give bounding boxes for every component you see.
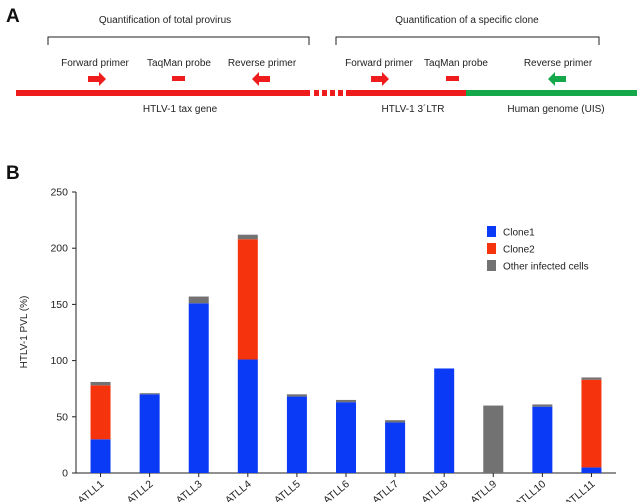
legend-label: Clone1 bbox=[503, 228, 535, 239]
tax-gene-label: HTLV-1 tax gene bbox=[143, 104, 218, 115]
x-tick-label: ATLL9 bbox=[468, 478, 499, 502]
right-forward-arrow-icon bbox=[371, 72, 389, 86]
ltr-label: HTLV-1 3´LTR bbox=[382, 103, 445, 115]
bar-segment-clone1 bbox=[237, 359, 258, 473]
x-tick-label: ATLL7 bbox=[370, 478, 401, 502]
left-reverse-arrow-icon bbox=[252, 72, 270, 86]
x-tick-label: ATLL8 bbox=[419, 478, 450, 502]
provirus-gap-dash bbox=[338, 90, 343, 96]
x-tick-label: ATLL2 bbox=[125, 478, 156, 502]
human-genome-line bbox=[466, 90, 637, 96]
bar-segment-clone2 bbox=[237, 239, 258, 360]
y-tick-label: 150 bbox=[50, 299, 68, 311]
legend: Clone1 Clone2 Other infected cells bbox=[487, 226, 589, 273]
x-tick-label: ATLL4 bbox=[223, 478, 254, 502]
x-tick-label: ATLL1 bbox=[76, 478, 107, 502]
left-taqman-probe-label: TaqMan probe bbox=[147, 58, 211, 69]
bar-segment-clone1 bbox=[139, 394, 160, 473]
left-probe-marker bbox=[172, 76, 185, 81]
legend-swatch bbox=[487, 260, 496, 271]
bar-segment-other-infected-cells bbox=[385, 420, 406, 423]
y-tick-label: 0 bbox=[62, 468, 68, 480]
x-tick-label: ATLL6 bbox=[321, 478, 352, 502]
bar-segment-other-infected-cells bbox=[336, 399, 356, 403]
right-reverse-primer-label: Reverse primer bbox=[524, 58, 593, 69]
provirus-line-left bbox=[16, 90, 310, 96]
bar-segment-other-infected-cells bbox=[237, 234, 258, 240]
y-tick-label: 200 bbox=[50, 243, 68, 255]
bar-segment-clone1 bbox=[532, 406, 553, 473]
provirus-gap-dash bbox=[330, 90, 335, 96]
y-axis-label: HTLV-1 PVL (%) bbox=[19, 296, 30, 369]
bar-segment-other-infected-cells bbox=[483, 405, 504, 473]
bar-segment-clone1 bbox=[434, 368, 455, 473]
legend-label: Other infected cells bbox=[503, 262, 589, 273]
legend-label: Clone2 bbox=[503, 245, 535, 256]
x-tick-label: ATLL5 bbox=[272, 478, 303, 502]
human-genome-label: Human genome (UIS) bbox=[507, 104, 604, 115]
bar-segment-clone1 bbox=[385, 422, 406, 473]
bar-segment-clone1 bbox=[188, 303, 209, 473]
bar-segment-other-infected-cells bbox=[90, 381, 111, 386]
right-group-title: Quantification of a specific clone bbox=[395, 15, 539, 26]
y-tick-label: 100 bbox=[50, 355, 68, 367]
x-tick-label: ATLL11 bbox=[563, 478, 598, 502]
bar-segment-clone1 bbox=[581, 467, 602, 473]
bar-segment-clone1 bbox=[336, 402, 356, 473]
left-forward-primer-label: Forward primer bbox=[61, 58, 129, 69]
provirus-gap-dash bbox=[314, 90, 319, 96]
right-taqman-probe-label: TaqMan probe bbox=[424, 58, 488, 69]
provirus-line-ltr bbox=[346, 90, 466, 96]
left-group-title: Quantification of total provirus bbox=[99, 15, 231, 26]
y-tick-label: 250 bbox=[50, 187, 68, 199]
pvl-bar-chart: HTLV-1 PVL (%) 0 50 100 150 200 250 ATLL1 ATLL… bbox=[19, 187, 616, 502]
bar-segment-other-infected-cells bbox=[286, 394, 307, 397]
left-reverse-primer-label: Reverse primer bbox=[228, 58, 297, 69]
provirus-gap-dash bbox=[322, 90, 327, 96]
bar-segment-clone2 bbox=[581, 379, 602, 468]
right-group-bracket bbox=[335, 36, 600, 45]
right-forward-primer-label: Forward primer bbox=[345, 58, 413, 69]
bar-segment-clone1 bbox=[286, 396, 307, 473]
bar-segment-other-infected-cells bbox=[139, 393, 160, 395]
legend-swatch bbox=[487, 226, 496, 237]
bar-segment-other-infected-cells bbox=[188, 296, 209, 304]
panel-a-letter: A bbox=[6, 6, 20, 27]
x-tick-label: ATLL3 bbox=[174, 478, 205, 502]
x-tick-label: ATLL10 bbox=[513, 478, 548, 502]
legend-swatch bbox=[487, 243, 496, 254]
bar-segment-clone1 bbox=[90, 439, 111, 473]
left-forward-arrow-icon bbox=[88, 72, 106, 86]
bar-segment-other-infected-cells bbox=[581, 377, 602, 380]
right-probe-marker bbox=[446, 76, 459, 81]
right-reverse-arrow-icon bbox=[548, 72, 566, 86]
y-tick-label: 50 bbox=[56, 411, 68, 423]
bar-segment-clone2 bbox=[90, 385, 111, 440]
bar-segment-other-infected-cells bbox=[532, 404, 553, 407]
panel-b-letter: B bbox=[6, 163, 20, 184]
left-group-bracket bbox=[47, 36, 310, 45]
